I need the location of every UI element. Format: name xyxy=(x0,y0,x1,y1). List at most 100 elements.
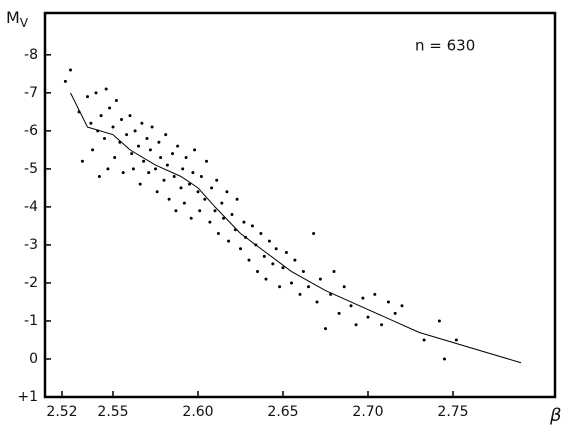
y-tick-label: -7 xyxy=(24,85,38,101)
star-point xyxy=(164,133,168,137)
star-point xyxy=(301,270,305,274)
star-point xyxy=(259,232,263,236)
star-point xyxy=(179,186,183,190)
star-point xyxy=(213,209,217,213)
star-point xyxy=(103,136,106,140)
y-axis-label: MV xyxy=(6,8,29,30)
y-tick-label: -5 xyxy=(24,161,38,177)
star-point xyxy=(182,201,186,205)
star-point xyxy=(227,239,231,243)
star-point xyxy=(393,311,397,315)
star-point xyxy=(131,167,135,171)
star-point xyxy=(133,129,137,133)
star-point xyxy=(337,311,341,315)
star-point xyxy=(244,235,248,239)
star-point xyxy=(198,209,202,213)
star-point xyxy=(138,182,142,186)
star-point xyxy=(332,270,336,274)
star-point xyxy=(125,133,129,137)
x-tick-label: 2.60 xyxy=(182,404,213,420)
star-point xyxy=(91,148,95,152)
star-point xyxy=(437,319,441,323)
star-point xyxy=(250,224,254,228)
star-point xyxy=(189,216,193,220)
star-point xyxy=(215,178,219,182)
star-point xyxy=(278,285,282,289)
star-point xyxy=(167,197,171,201)
star-point xyxy=(254,243,258,247)
star-point xyxy=(247,258,251,262)
y-tick-label: -2 xyxy=(24,275,38,291)
star-point xyxy=(267,239,271,243)
star-point xyxy=(312,232,316,236)
star-point xyxy=(262,254,266,258)
star-point xyxy=(140,121,144,125)
star-point xyxy=(171,152,174,156)
y-tick-label: 0 xyxy=(29,351,38,367)
star-point xyxy=(121,171,125,175)
star-point xyxy=(104,87,108,91)
star-point xyxy=(318,277,322,281)
x-tick-label: 2.52 xyxy=(46,404,77,420)
star-point xyxy=(188,182,191,186)
star-point xyxy=(290,281,293,285)
star-point xyxy=(128,114,132,118)
star-point xyxy=(94,91,98,95)
star-point xyxy=(208,220,212,224)
star-point xyxy=(89,121,93,125)
star-point xyxy=(176,144,180,148)
y-tick-label: -1 xyxy=(24,313,38,329)
y-tick-label: -4 xyxy=(24,199,38,215)
star-point xyxy=(329,292,333,296)
star-point xyxy=(193,148,197,152)
plot-frame xyxy=(43,11,557,399)
star-point xyxy=(203,197,207,201)
star-point xyxy=(386,300,390,304)
star-point xyxy=(86,95,89,99)
star-point xyxy=(120,117,123,121)
star-point xyxy=(205,159,208,163)
star-point xyxy=(366,315,370,319)
star-point xyxy=(210,186,214,190)
star-point xyxy=(154,167,157,171)
star-point xyxy=(222,216,225,220)
star-point xyxy=(199,174,203,178)
star-point xyxy=(454,338,458,342)
x-tick-label: 2.55 xyxy=(97,404,128,420)
star-point xyxy=(99,114,103,118)
star-point xyxy=(114,98,118,102)
star-point xyxy=(239,247,242,251)
star-point xyxy=(191,171,195,175)
star-point xyxy=(349,304,353,308)
star-point xyxy=(142,159,146,163)
star-point xyxy=(106,167,110,171)
x-axis-label: β xyxy=(549,405,562,426)
star-point xyxy=(63,79,67,83)
star-point xyxy=(235,197,239,201)
star-point xyxy=(281,266,285,270)
star-point xyxy=(274,247,278,251)
star-point xyxy=(184,155,188,159)
star-point xyxy=(354,323,358,327)
star-point xyxy=(216,232,220,236)
star-point xyxy=(150,125,154,129)
y-label-main: M xyxy=(6,8,20,27)
x-tick-label: 2.75 xyxy=(437,404,468,420)
y-tick-label: -8 xyxy=(24,47,38,63)
star-point xyxy=(315,300,319,304)
star-point xyxy=(181,167,185,171)
star-point xyxy=(113,155,117,159)
star-point xyxy=(111,125,115,129)
y-tick-label: -6 xyxy=(24,123,38,139)
star-point xyxy=(137,144,140,148)
star-point xyxy=(361,296,365,300)
star-point xyxy=(324,327,327,331)
star-point xyxy=(230,213,234,217)
star-point xyxy=(307,285,310,289)
star-point xyxy=(148,148,152,152)
y-label-subscript: V xyxy=(20,16,29,30)
star-point xyxy=(108,106,112,110)
star-point xyxy=(342,285,346,289)
star-point xyxy=(256,270,259,274)
